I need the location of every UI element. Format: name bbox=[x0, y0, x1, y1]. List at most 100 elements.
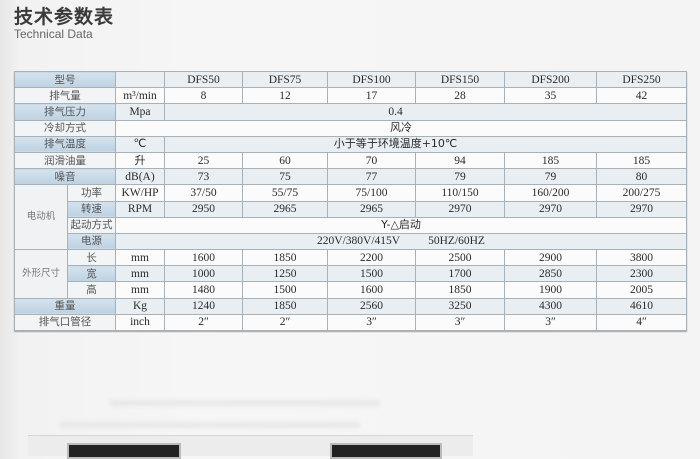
value-cell: 4300 bbox=[504, 297, 597, 315]
row-label: 起动方式 bbox=[67, 216, 116, 234]
model-cell: DFS75 bbox=[242, 70, 328, 89]
value-cell: 3″ bbox=[415, 313, 505, 332]
value-cell: 25 bbox=[164, 151, 243, 170]
value-cell: 160/200 bbox=[504, 184, 597, 202]
technical-data-table: 型号 DFS50 DFS75 DFS100 DFS150 DFS200 DFS2… bbox=[14, 70, 687, 332]
value-cell: 80 bbox=[596, 168, 687, 186]
value-cell: 37/50 bbox=[164, 184, 243, 202]
table-row-pressure: 排气压力 Mpa 0.4 bbox=[14, 103, 687, 121]
value-cell: 2900 bbox=[504, 249, 597, 267]
value-cell: 1500 bbox=[242, 281, 328, 299]
value-cell: 79 bbox=[415, 168, 505, 186]
bleed-through-text bbox=[110, 400, 380, 406]
unit-cell: KW/HP bbox=[115, 184, 165, 202]
value-cell: 42 bbox=[596, 87, 687, 105]
value-cell: 4″ bbox=[596, 313, 687, 332]
value-cell: 2″ bbox=[242, 313, 328, 332]
group-label-motor: 电动机 bbox=[14, 184, 68, 251]
row-label: 高 bbox=[67, 281, 116, 299]
value-cell: 185 bbox=[596, 151, 687, 170]
value-cell: 79 bbox=[504, 168, 597, 186]
value-cell: 小于等于环境温度+10℃ bbox=[164, 135, 687, 153]
row-label: 噪音 bbox=[14, 168, 116, 186]
machine-panel bbox=[330, 443, 442, 459]
value-cell: 55/75 bbox=[242, 184, 328, 202]
row-label: 电源 bbox=[67, 232, 116, 251]
group-label-dimensions: 外形尺寸 bbox=[14, 249, 68, 299]
table-row-length: 外形尺寸 长 mm 1600 1850 2200 2500 2900 3800 bbox=[14, 249, 687, 299]
page-subtitle: Technical Data bbox=[14, 27, 93, 41]
value-cell: 77 bbox=[327, 168, 416, 186]
temperature-value: 小于等于环境温度+10℃ bbox=[333, 137, 458, 151]
value-cell: 2″ bbox=[164, 313, 243, 332]
value-cell: 4610 bbox=[596, 297, 687, 315]
value-cell: 1240 bbox=[164, 297, 243, 315]
value-cell: 185 bbox=[504, 151, 597, 170]
model-cell: DFS150 bbox=[415, 70, 505, 89]
value-cell: 1900 bbox=[504, 281, 597, 299]
value-cell: 1480 bbox=[164, 281, 243, 299]
value-cell: 2200 bbox=[327, 249, 416, 267]
machine-panel bbox=[67, 443, 181, 459]
value-cell: 2970 bbox=[596, 200, 687, 218]
value-cell: 3″ bbox=[327, 313, 416, 332]
value-cell: 110/150 bbox=[415, 184, 505, 202]
row-label: 冷却方式 bbox=[14, 119, 116, 137]
value-cell: 3800 bbox=[596, 249, 687, 267]
value-cell: 200/275 bbox=[596, 184, 687, 202]
unit-cell: mm bbox=[115, 281, 165, 299]
table-row-flow: 排气量 m³/min 8 12 17 28 35 42 bbox=[14, 87, 687, 105]
value-cell: 2970 bbox=[415, 200, 505, 218]
pressure-value: 0.4 bbox=[388, 105, 403, 118]
cooling-value: 风冷 bbox=[115, 119, 687, 137]
table-row-noise: 噪音 dB(A) 73 75 77 79 79 80 bbox=[14, 168, 687, 186]
table-row-model: 型号 DFS50 DFS75 DFS100 DFS150 DFS200 DFS2… bbox=[14, 70, 687, 89]
value-cell: 2500 bbox=[415, 249, 505, 267]
value-cell: 2005 bbox=[596, 281, 687, 299]
model-cell: DFS250 bbox=[596, 70, 687, 89]
row-label: 排气温度 bbox=[14, 135, 116, 153]
model-cell: DFS100 bbox=[327, 70, 416, 89]
row-label: 重量 bbox=[14, 297, 116, 315]
table-row-oil: 润滑油量 升 25 60 70 94 185 185 bbox=[14, 151, 687, 170]
table-row-cooling: 冷却方式 风冷 bbox=[14, 119, 687, 137]
bleed-through-text bbox=[60, 422, 360, 428]
value-cell: 1700 bbox=[415, 265, 505, 283]
unit-cell: m³/min bbox=[115, 87, 165, 105]
value-cell: 12 bbox=[242, 87, 328, 105]
value-cell: 1600 bbox=[164, 249, 243, 267]
row-label: 型号 bbox=[14, 70, 116, 89]
unit-cell bbox=[115, 70, 165, 89]
value-cell: 73 bbox=[164, 168, 243, 186]
value-cell: 75 bbox=[242, 168, 328, 186]
unit-cell: 升 bbox=[115, 151, 165, 170]
value-cell: 2965 bbox=[242, 200, 328, 218]
value-cell: 3″ bbox=[504, 313, 597, 332]
table-row-motor-power: 电动机 功率 KW/HP 37/50 55/75 75/100 110/150 … bbox=[14, 184, 687, 251]
frequency: 50HZ/60HZ bbox=[428, 235, 485, 248]
value-cell: 1850 bbox=[242, 297, 328, 315]
value-cell: 1600 bbox=[327, 281, 416, 299]
unit-cell: dB(A) bbox=[115, 168, 165, 186]
row-label: 长 bbox=[67, 249, 116, 267]
value-cell: 17 bbox=[327, 87, 416, 105]
value-cell: 2950 bbox=[164, 200, 243, 218]
model-cell: DFS200 bbox=[504, 70, 597, 89]
table-row-width: 宽 mm 1000 1250 1500 1700 2850 2300 bbox=[15, 265, 687, 283]
table-row-weight: 重量 Kg 1240 1850 2560 3250 4300 4610 bbox=[14, 297, 687, 315]
table-row-motor-supply: 电源 220V/380V/415V 50HZ/60HZ bbox=[15, 232, 687, 251]
value-cell: 75/100 bbox=[327, 184, 416, 202]
table-row-height: 高 mm 1480 1500 1600 1850 1900 2005 bbox=[15, 281, 687, 299]
value-cell: 2970 bbox=[504, 200, 597, 218]
value-cell: 2850 bbox=[504, 265, 597, 283]
value-cell: 94 bbox=[415, 151, 505, 170]
unit-cell: RPM bbox=[115, 200, 165, 218]
start-method-value: Y-△启动 bbox=[115, 216, 687, 234]
value-cell: 60 bbox=[242, 151, 328, 170]
table-row-motor-start: 起动方式 Y-△启动 bbox=[15, 216, 687, 234]
model-cell: DFS50 bbox=[164, 70, 243, 89]
unit-cell: mm bbox=[115, 265, 165, 283]
value-cell: 1500 bbox=[327, 265, 416, 283]
value-cell: 1250 bbox=[242, 265, 328, 283]
row-label: 润滑油量 bbox=[14, 151, 116, 170]
